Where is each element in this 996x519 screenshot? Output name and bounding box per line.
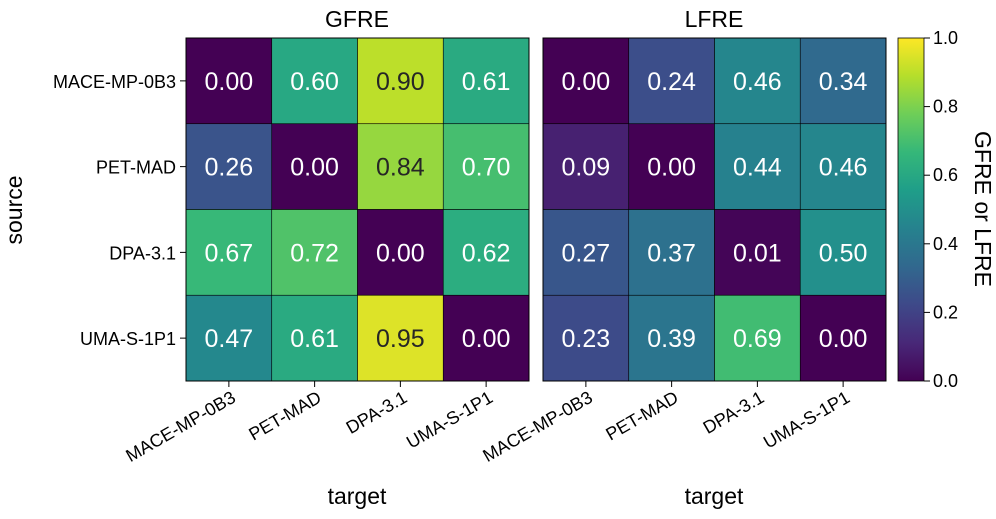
row-tick-label: PET-MAD: [96, 158, 176, 178]
y-axis-label: source: [1, 175, 27, 244]
panel-border: [542, 37, 887, 382]
heatmap-cell: [271, 123, 358, 210]
cell-value-label: 0.69: [733, 325, 782, 353]
heatmap-cell: [442, 123, 530, 210]
heatmap-cell: [442, 294, 530, 382]
heatmap-cell: [442, 209, 530, 296]
cell-value-label: 0.61: [462, 68, 511, 96]
cell-value-label: 0.60: [290, 68, 339, 96]
heatmap-cell: [185, 294, 273, 382]
colorbar-tick-label: 0.8: [933, 97, 958, 117]
cell-value-label: 0.00: [647, 154, 696, 182]
cell-value-label: 0.23: [562, 325, 611, 353]
cell-value-label: 0.39: [647, 325, 696, 353]
cell-value-label: 0.95: [376, 325, 425, 353]
cell-value-label: 0.00: [376, 239, 425, 267]
cell-value-label: 0.37: [647, 239, 696, 267]
col-tick-label: DPA-3.1: [343, 387, 411, 438]
cell-value-label: 0.61: [290, 325, 339, 353]
heatmap-cell: [628, 37, 715, 125]
heatmap-cell: [357, 294, 444, 382]
heatmap-cell: [271, 209, 358, 296]
panel-border: [185, 37, 530, 382]
cell-value-label: 0.00: [205, 68, 254, 96]
heatmap-cell: [542, 209, 630, 296]
cell-value-label: 0.09: [562, 154, 611, 182]
row-tick-label: MACE-MP-0B3: [53, 72, 176, 92]
heatmap-cell: [271, 37, 358, 125]
colorbar-tick-label: 0.2: [933, 302, 958, 322]
cell-value-label: 0.34: [819, 68, 868, 96]
col-tick-label: MACE-MP-0B3: [122, 387, 239, 466]
heatmap-cell: [799, 123, 887, 210]
heatmap-cell: [542, 37, 630, 125]
heatmap-cell: [185, 123, 273, 210]
cell-value-label: 0.70: [462, 154, 511, 182]
colorbar-tick-label: 1.0: [933, 28, 958, 48]
cell-value-label: 0.46: [819, 154, 868, 182]
colorbar-tick-label: 0.6: [933, 165, 958, 185]
heatmap-cell: [799, 209, 887, 296]
heatmap-cell: [271, 294, 358, 382]
cell-value-label: 0.47: [205, 325, 254, 353]
heatmap-cell: [442, 37, 530, 125]
colorbar-tick-label: 0.4: [933, 234, 958, 254]
heatmap-lfre: 0.00 0.24 0.46 0.34 0.09 0.00 0.44 0.46 0.27 0.37…: [479, 37, 887, 466]
col-tick-label: UMA-S-1P1: [403, 387, 496, 452]
cell-value-label: 0.24: [647, 68, 696, 96]
colorbar-tick-label: 0.0: [933, 371, 958, 391]
heatmap-panels: 0.00 0.60 0.90 0.61 0.26 0.00 0.84 0.70 0.67 0.72…: [53, 37, 887, 466]
col-tick-label: PET-MAD: [245, 387, 324, 444]
heatmap-cell: [185, 37, 273, 125]
cell-value-label: 0.46: [733, 68, 782, 96]
colorbar-gradient: [897, 37, 925, 382]
cell-value-label: 0.27: [562, 239, 611, 267]
left-panel-title: GFRE: [325, 6, 389, 32]
heatmap-cell: [714, 209, 801, 296]
right-panel-title: LFRE: [685, 6, 744, 32]
col-tick-label: MACE-MP-0B3: [479, 387, 596, 466]
heatmap-cell: [799, 37, 887, 125]
heatmap-cell: [714, 123, 801, 210]
heatmap-cell: [714, 37, 801, 125]
row-tick-label: DPA-3.1: [109, 243, 176, 263]
right-x-axis-label: target: [685, 483, 744, 509]
cell-value-label: 0.50: [819, 239, 868, 267]
heatmap-gfre: 0.00 0.60 0.90 0.61 0.26 0.00 0.84 0.70 0.67 0.72…: [53, 37, 530, 466]
cell-value-label: 0.67: [205, 239, 254, 267]
heatmap-cell: [628, 209, 715, 296]
col-tick-label: PET-MAD: [602, 387, 681, 444]
cell-value-label: 0.00: [462, 325, 511, 353]
heatmap-cell: [542, 123, 630, 210]
cell-value-label: 0.01: [733, 239, 782, 267]
colorbar-ticks: 0.0 0.2 0.4 0.6 0.8 1.0: [924, 28, 958, 391]
cell-value-label: 0.84: [376, 154, 425, 182]
colorbar-label: GFRE or LFRE: [970, 131, 996, 287]
cell-value-label: 0.00: [562, 68, 611, 96]
cell-value-label: 0.00: [819, 325, 868, 353]
col-tick-label: UMA-S-1P1: [760, 387, 853, 452]
col-tick-label: DPA-3.1: [700, 387, 768, 438]
cell-value-label: 0.00: [290, 154, 339, 182]
cell-value-label: 0.90: [376, 68, 425, 96]
left-x-axis-label: target: [328, 483, 387, 509]
colorbar: 0.0 0.2 0.4 0.6 0.8 1.0 GFRE or LFRE: [897, 28, 996, 391]
cell-value-label: 0.72: [290, 239, 339, 267]
cell-value-label: 0.26: [205, 154, 254, 182]
heatmap-cell: [628, 123, 715, 210]
row-tick-label: UMA-S-1P1: [80, 329, 176, 349]
cell-value-label: 0.62: [462, 239, 511, 267]
cell-value-label: 0.44: [733, 154, 782, 182]
